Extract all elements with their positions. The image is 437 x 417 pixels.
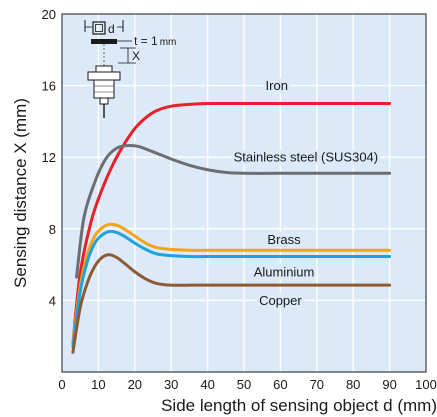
x-tick-label-70: 70 bbox=[310, 377, 324, 392]
sensor-body bbox=[93, 79, 115, 99]
inset-t-label: t = 1 mm bbox=[134, 34, 176, 48]
x-tick-label-60: 60 bbox=[273, 377, 287, 392]
plot-frame bbox=[61, 13, 427, 373]
square-object-inner bbox=[95, 24, 103, 32]
x-tick-label-0: 0 bbox=[58, 377, 65, 392]
series-lines bbox=[71, 101, 392, 354]
series-label-bg-brass bbox=[265, 232, 304, 248]
x-axis-label: Side length of sensing object d (mm) bbox=[161, 396, 437, 415]
sensor-head bbox=[95, 65, 113, 73]
x-tick-labels: 0 10 20 30 40 50 60 70 80 90 100 bbox=[58, 377, 436, 392]
x-tick-label-80: 80 bbox=[346, 377, 360, 392]
y-tick-label-4: 4 bbox=[49, 293, 56, 308]
y-tick-label-20: 20 bbox=[42, 7, 56, 22]
series-label-iron: Iron bbox=[266, 78, 288, 93]
square-object-icon bbox=[92, 21, 106, 35]
series-labels: Iron Stainless steel (SUS304) Brass Alumini… bbox=[231, 78, 381, 308]
series-label-copper: Copper bbox=[259, 293, 302, 308]
y-tick-label-12: 12 bbox=[42, 150, 56, 165]
y-axis-label: Sensing distance X (mm) bbox=[11, 98, 30, 288]
series-line-copper bbox=[71, 253, 392, 354]
grid bbox=[62, 14, 426, 372]
inset-d-label: d bbox=[108, 22, 115, 36]
y-tick-labels: 4 8 12 16 20 bbox=[42, 7, 56, 308]
x-tick-label-90: 90 bbox=[382, 377, 396, 392]
y-tick-label-16: 16 bbox=[42, 79, 56, 94]
sensor-inset: d t = 1 mm X bbox=[84, 20, 176, 118]
series-label-bg-stainless-steel-sus304 bbox=[231, 149, 381, 165]
series-label-bg-iron bbox=[263, 78, 290, 94]
x-tick-label-30: 30 bbox=[164, 377, 178, 392]
series-line-brass bbox=[71, 222, 392, 345]
series-label-brass: Brass bbox=[267, 232, 301, 247]
target-plate bbox=[91, 39, 117, 44]
series-label-bg-aluminium bbox=[251, 264, 317, 280]
x-tick-label-50: 50 bbox=[237, 377, 251, 392]
series-label-stainless-steel-sus304: Stainless steel (SUS304) bbox=[234, 150, 379, 165]
x-tick-label-100: 100 bbox=[415, 377, 437, 392]
series-line-aluminium bbox=[71, 229, 392, 349]
series-line-stainless-steel-sus304 bbox=[75, 143, 392, 279]
x-tick-label-10: 10 bbox=[91, 377, 105, 392]
y-tick-label-8: 8 bbox=[49, 222, 56, 237]
x-tick-label-40: 40 bbox=[200, 377, 214, 392]
inset-x-label: X bbox=[132, 49, 140, 63]
sensor-nut bbox=[87, 71, 121, 81]
x-tick-label-20: 20 bbox=[128, 377, 142, 392]
series-label-aluminium: Aluminium bbox=[254, 264, 315, 279]
sensor-tail bbox=[99, 97, 109, 105]
series-label-bg-copper bbox=[257, 292, 305, 308]
series-line-iron bbox=[71, 101, 392, 345]
